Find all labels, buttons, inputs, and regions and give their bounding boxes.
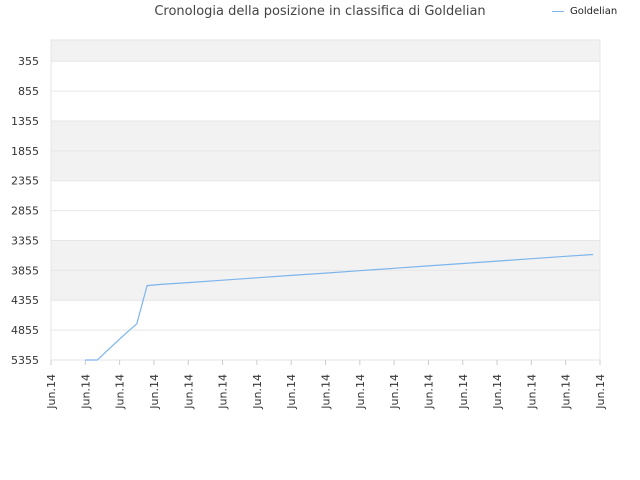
plot-band [51,330,600,360]
chart-title: Cronologia della posizione in classifica… [154,4,486,19]
x-tick-label: Jun.14 [457,374,470,410]
x-tick-label: Jun.14 [285,374,298,410]
y-tick-label: 3355 [11,234,39,247]
y-tick-label: 4355 [11,294,39,307]
y-tick-label: 855 [18,85,39,98]
x-tick-label: Jun.14 [79,374,92,410]
x-tick-label: Jun.14 [388,374,401,410]
plot-band [51,210,600,241]
y-tick-label: 355 [18,55,39,68]
series-line-goldelian [85,253,594,361]
y-tick-label: 4855 [11,324,39,337]
legend-swatch [552,11,564,12]
x-tick-label: Jun.14 [491,374,504,410]
x-tick-label: Jun.14 [45,374,58,410]
plot-band [51,270,600,301]
x-tick-label: Jun.14 [560,374,573,410]
plot-band [51,120,600,151]
y-tick-label: 5355 [11,354,39,367]
x-tick-label: Jun.14 [525,374,538,410]
legend-label: Goldelian [570,6,618,17]
plot-band [51,150,600,181]
y-tick-label: 2355 [11,175,39,188]
y-tick-label: 2855 [11,205,39,218]
y-tick-label: 1855 [11,145,39,158]
plot-band [51,61,600,92]
x-tick-label: Jun.14 [148,374,161,410]
x-tick-label: Jun.14 [114,374,127,410]
y-tick-label: 3855 [11,264,39,277]
x-tick-label: Jun.14 [354,374,367,410]
plot-band [51,300,600,331]
plot-band [51,40,600,62]
x-tick-label: Jun.14 [594,374,607,410]
plot-band [51,240,600,271]
x-tick-label: Jun.14 [422,374,435,410]
x-tick-label: Jun.14 [251,374,264,410]
x-tick-label: Jun.14 [320,374,333,410]
y-tick-label: 1355 [11,115,39,128]
x-tick-label: Jun.14 [217,374,230,410]
x-tick-label: Jun.14 [182,374,195,410]
plot-band [51,180,600,211]
legend[interactable]: Goldelian [552,6,617,17]
plot-band [51,91,600,121]
